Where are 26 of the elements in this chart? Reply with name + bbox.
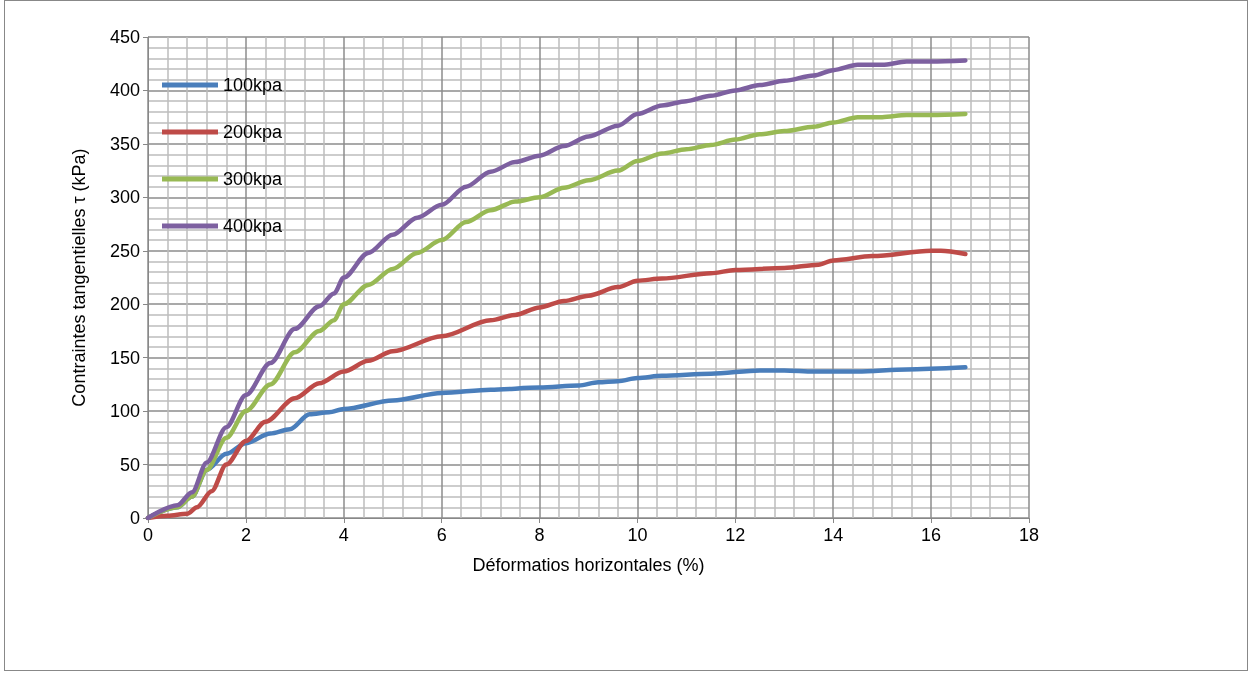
y-tick-label: 150 <box>109 347 140 368</box>
y-tick-label: 200 <box>109 294 140 315</box>
legend-label: 100kpa <box>223 75 284 95</box>
legend-label: 300kpa <box>223 169 284 189</box>
y-tick-label: 250 <box>109 240 140 261</box>
x-tick-label: 8 <box>534 525 545 545</box>
y-tick-label: 350 <box>109 133 140 154</box>
y-tick-label: 400 <box>109 80 140 101</box>
y-tick-label: 300 <box>109 187 140 208</box>
y-tick-label: 100 <box>109 401 140 422</box>
x-tick-label: 10 <box>627 525 648 545</box>
y-tick-label: 50 <box>119 454 140 475</box>
x-tick-label: 4 <box>338 525 349 545</box>
x-tick-label: 0 <box>142 525 154 545</box>
x-tick-label: 14 <box>823 525 844 545</box>
x-tick-label: 2 <box>240 525 251 545</box>
legend-label: 200kpa <box>223 122 284 142</box>
legend-label: 400kpa <box>223 216 284 236</box>
y-axis-title: Contraintes tangentielles τ (kPa) <box>69 148 89 407</box>
x-tick-label: 12 <box>725 525 746 545</box>
y-tick-label: 450 <box>109 27 140 47</box>
y-tick-label: 0 <box>129 508 140 528</box>
x-axis-title: Déformatios horizontales (%) <box>472 555 705 575</box>
x-tick-label: 6 <box>436 525 447 545</box>
x-tick-label: 16 <box>921 525 942 545</box>
x-tick-label: 18 <box>1018 525 1040 545</box>
